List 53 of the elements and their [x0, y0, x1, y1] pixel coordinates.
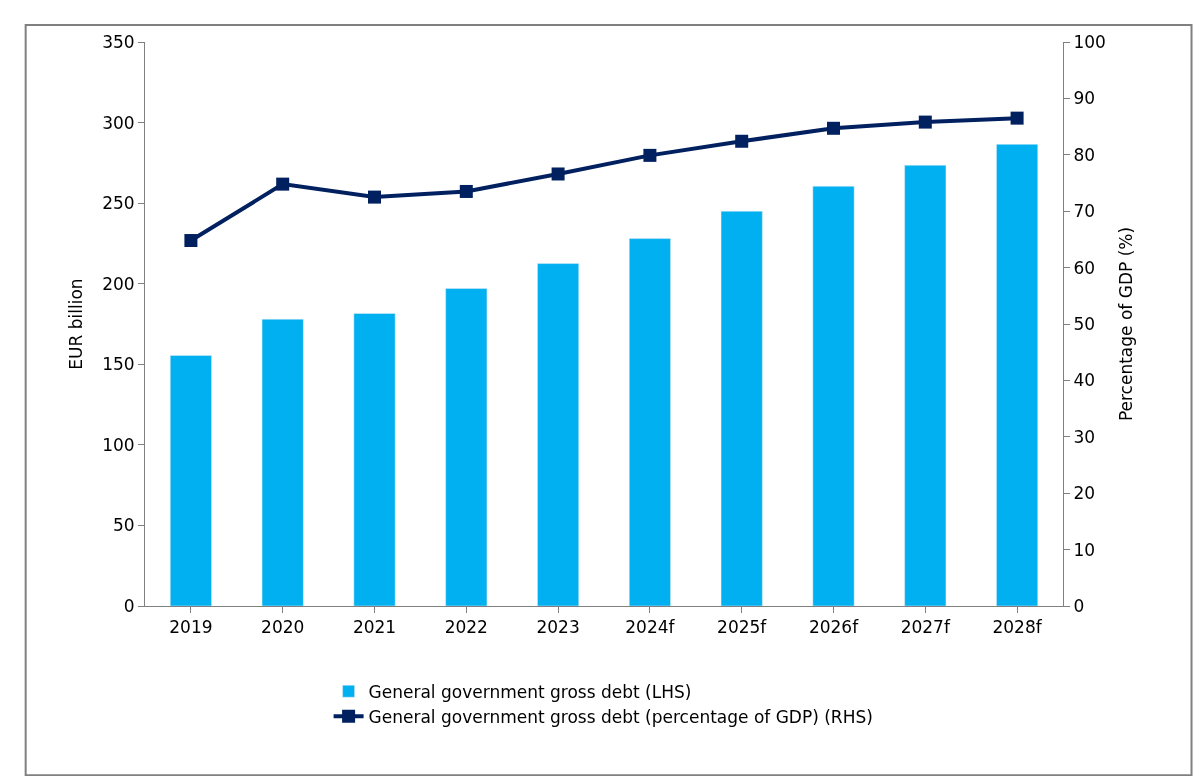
x-tick-label: 2028f — [992, 617, 1043, 638]
point — [643, 148, 657, 162]
point — [184, 234, 198, 248]
y-tick-label: 50 — [112, 515, 135, 536]
y-tick-label: 350 — [102, 31, 135, 52]
y2-tick-label: 20 — [1073, 483, 1096, 504]
bar — [353, 313, 396, 606]
point — [735, 134, 749, 148]
x-tick-label: 2024f — [625, 617, 676, 638]
point — [918, 115, 932, 129]
y2-tick-label: 70 — [1073, 201, 1096, 222]
point — [1010, 111, 1024, 125]
y-axis-title: EUR billion — [65, 278, 86, 370]
legend-label: General government gross debt (percentage of GDP) (RHS) — [368, 706, 873, 727]
point — [827, 121, 840, 135]
x-tick-label: 2027f — [900, 617, 951, 638]
bar — [996, 144, 1038, 606]
y2-tick-label: 0 — [1073, 595, 1085, 616]
y2-tick-label: 50 — [1073, 313, 1096, 334]
x-tick-label: 2021 — [352, 617, 397, 638]
legend-label: General government gross debt (LHS) — [368, 681, 692, 702]
x-tick-label: 2026f — [808, 617, 860, 638]
bar — [812, 185, 855, 606]
bar — [169, 355, 212, 606]
y2-tick-label: 80 — [1073, 144, 1096, 165]
y2-tick-label: 30 — [1073, 426, 1096, 447]
y2-tick-label: 60 — [1073, 257, 1096, 278]
point — [551, 167, 565, 181]
y-tick-label: 300 — [102, 112, 135, 133]
bar — [445, 288, 488, 606]
y2-tick-label: 40 — [1073, 370, 1096, 391]
x-tick-label: 2020 — [261, 617, 305, 638]
y2-tick-label: 100 — [1073, 31, 1106, 52]
point — [368, 190, 381, 204]
bar — [629, 238, 671, 606]
y2-tick-label: 10 — [1073, 539, 1096, 560]
x-tick-label: 2023 — [536, 617, 580, 638]
y-tick-label: 250 — [102, 193, 135, 214]
bar — [537, 263, 579, 606]
point — [459, 184, 473, 198]
y-tick-label: 0 — [123, 595, 135, 616]
bar — [720, 210, 763, 606]
y2-tick-label: 90 — [1073, 88, 1096, 109]
bar — [261, 318, 304, 606]
y2-axis-title: Percentage of GDP (%) — [1116, 226, 1137, 422]
x-tick-label: 2019 — [169, 617, 213, 638]
x-tick-label: 2022 — [444, 617, 488, 638]
x-tick-label: 2025f — [717, 617, 768, 638]
bar — [904, 165, 947, 606]
y-tick-label: 150 — [102, 354, 135, 375]
y-tick-label: 100 — [102, 434, 135, 455]
point — [276, 177, 290, 191]
y-tick-label: 200 — [102, 273, 135, 294]
